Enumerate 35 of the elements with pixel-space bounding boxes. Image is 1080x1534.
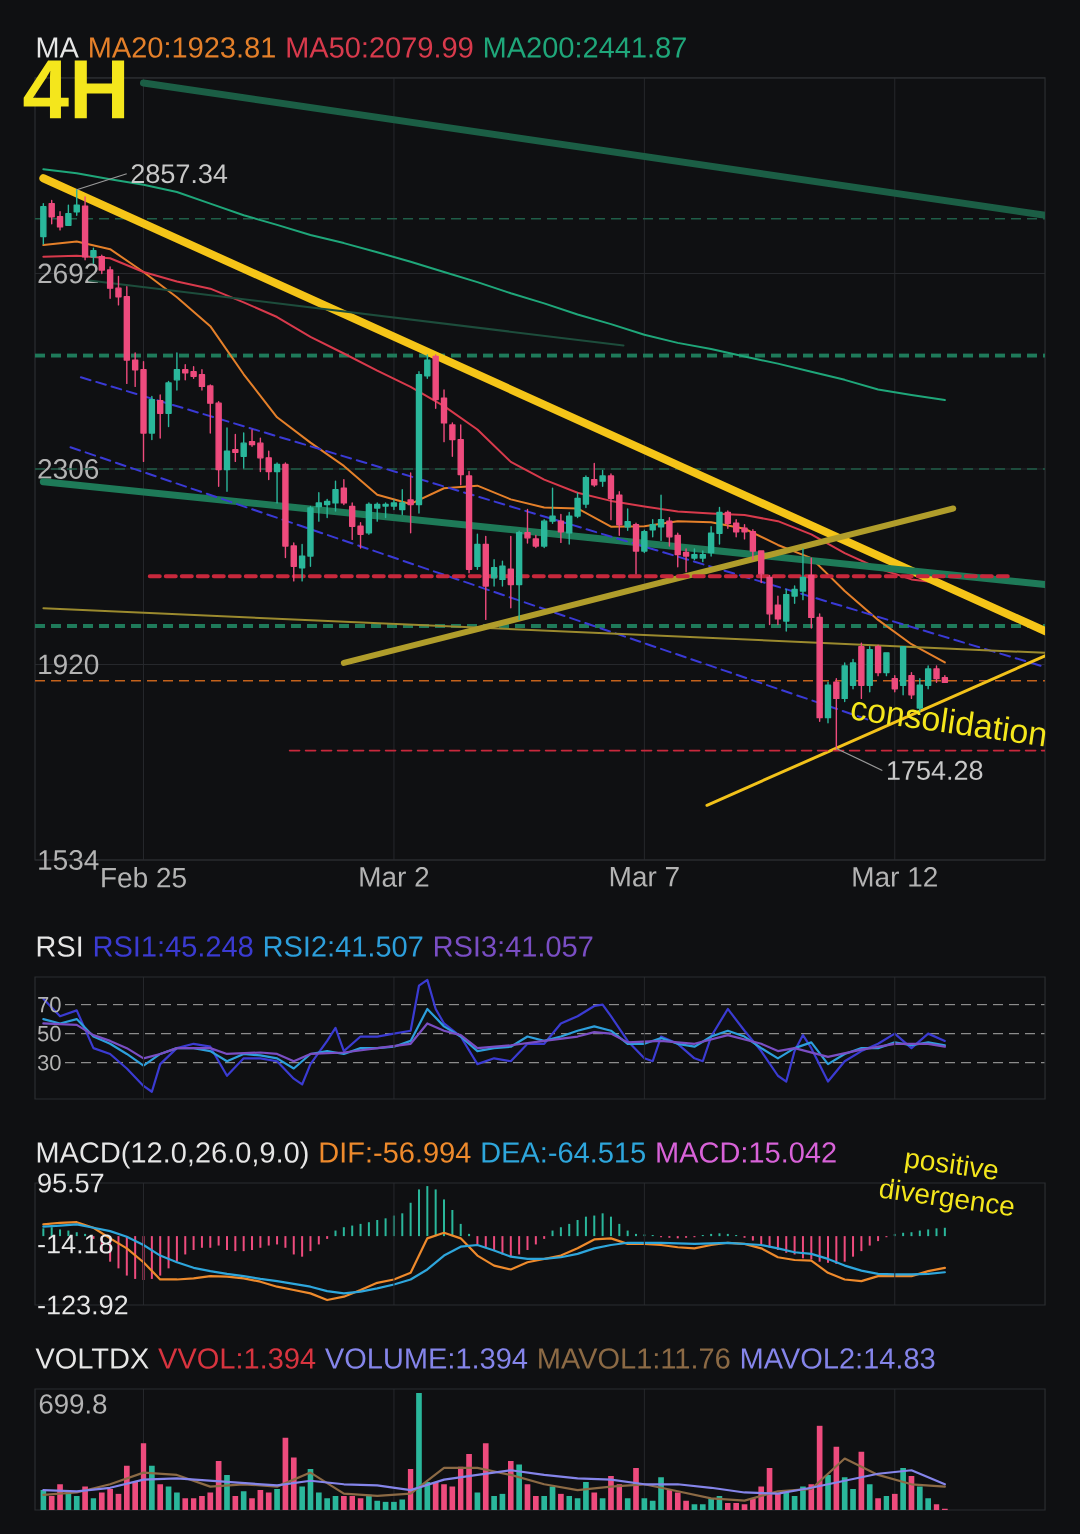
text: MA200:2441.87 (484, 37, 686, 58)
y-tick-label: 50 (37, 1025, 61, 1042)
text: MACD:15.042 (657, 1142, 836, 1163)
text: VOLUME:1.394 (325, 1348, 528, 1369)
y-tick-label: 30 (37, 1054, 61, 1071)
text: MA50:2079.99 (287, 37, 473, 58)
text: RSI3:41.057 (434, 936, 593, 957)
y-tick-label: 2306 (38, 459, 99, 479)
text: MAVOL2:14.83 (741, 1348, 935, 1369)
y-tick-label: 95.57 (38, 1173, 104, 1193)
text: MAVOL1:11.76 (539, 1348, 730, 1369)
text: VVOL:1.394 (158, 1348, 316, 1369)
annotation: consolidation (851, 702, 1046, 747)
legend-title: VOLTDX (35, 1348, 149, 1369)
legend-title: MACD(12.0,26.0,9.0) (37, 1141, 308, 1169)
annotation: 1754.28 (888, 760, 983, 780)
y-tick-label: 1534 (39, 850, 99, 870)
text: MA20:1923.81 (90, 37, 275, 58)
x-tick-label: Feb 25 (102, 867, 186, 888)
series-label: RSI2:41.507 (264, 936, 423, 957)
legend-title: RSI (37, 936, 82, 957)
chart-title: 4H (23, 60, 125, 119)
legend-title: MA (37, 37, 79, 58)
x-tick-label: Mar 2 (360, 867, 429, 887)
y-tick-label: 1920 (39, 654, 99, 675)
y-tick-label: 2692 (38, 263, 98, 284)
text: DIF:-56.994 (320, 1142, 471, 1163)
x-tick-label: Mar 7 (610, 867, 679, 887)
x-tick-label: Mar 12 (853, 867, 937, 887)
annotation: 2857.34 (131, 164, 228, 184)
text: DEA:-64.515 (482, 1142, 645, 1163)
annotation: 699.8 (39, 1394, 107, 1414)
y-tick-label: -123.92 (38, 1295, 128, 1315)
series-label: RSI1:45.248 (94, 936, 253, 957)
annotation: positive divergence (879, 1152, 1014, 1216)
